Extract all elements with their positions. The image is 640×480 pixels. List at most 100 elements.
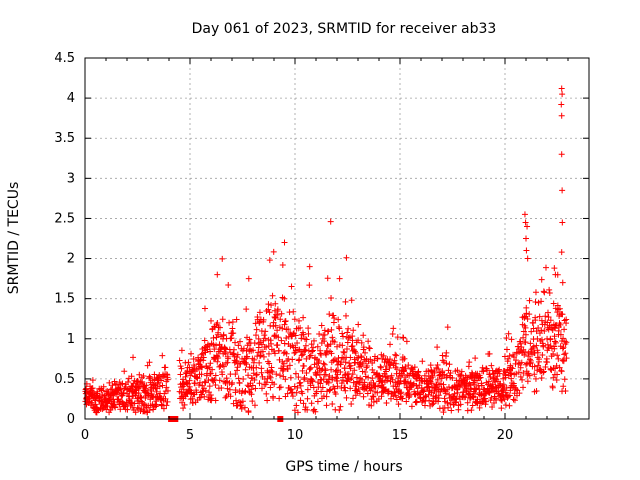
data-point [510, 396, 517, 403]
data-point [160, 405, 167, 412]
data-point [539, 351, 546, 358]
data-point [374, 355, 381, 362]
data-point [355, 385, 362, 392]
data-point [399, 395, 406, 402]
data-point [365, 338, 372, 345]
data-point [501, 368, 508, 375]
data-point [553, 376, 560, 383]
data-point [531, 363, 538, 370]
data-point [540, 368, 547, 375]
data-point [136, 371, 143, 378]
data-point [244, 353, 251, 360]
data-point [444, 399, 451, 406]
data-point [561, 351, 568, 358]
y-tick-label: 2.5 [54, 211, 75, 226]
data-point [508, 370, 515, 377]
data-point [509, 365, 516, 372]
data-point [542, 264, 549, 271]
data-point [350, 327, 357, 334]
data-point [425, 383, 432, 390]
data-point [297, 382, 304, 389]
data-point [325, 328, 332, 335]
data-point [538, 336, 545, 343]
data-point [426, 397, 433, 404]
data-point [100, 383, 107, 390]
data-point [348, 297, 355, 304]
data-point [281, 239, 288, 246]
data-point [393, 352, 400, 359]
data-point [498, 405, 505, 412]
data-point [489, 404, 496, 411]
data-point [307, 382, 314, 389]
data-point [212, 372, 219, 379]
data-point [392, 360, 399, 367]
data-point [243, 361, 250, 368]
data-point [516, 390, 523, 397]
data-point [237, 338, 244, 345]
axis-ticks: 0 0.5 1 1.5 2 2.5 3 3.5 4 4.5 0 5 10 15 20 [54, 51, 589, 443]
data-point [348, 400, 355, 407]
data-point [558, 101, 565, 108]
data-point [478, 400, 485, 407]
data-point [221, 345, 228, 352]
data-point [243, 306, 250, 313]
data-point [434, 361, 441, 368]
data-point [324, 341, 331, 348]
data-point [89, 385, 96, 392]
data-point [370, 393, 377, 400]
y-tick-label: 1 [67, 332, 75, 347]
data-point [212, 381, 219, 388]
data-point [307, 364, 314, 371]
data-point [176, 357, 183, 364]
data-point [308, 400, 315, 407]
data-point [342, 298, 349, 305]
data-point [256, 353, 263, 360]
data-point [328, 366, 335, 373]
data-point [316, 331, 323, 338]
data-point [524, 378, 531, 385]
y-tick-label: 0 [67, 412, 75, 427]
data-point [486, 388, 493, 395]
data-point [395, 401, 402, 408]
data-point [349, 337, 356, 344]
data-point [318, 351, 325, 358]
data-point [242, 359, 249, 366]
data-point [232, 386, 239, 393]
data-point [255, 335, 262, 342]
data-point [523, 310, 530, 317]
data-point [153, 388, 160, 395]
data-point [201, 337, 208, 344]
data-point [260, 353, 267, 360]
data-point [521, 211, 528, 218]
data-point [323, 351, 330, 358]
data-point [378, 377, 385, 384]
data-point [241, 404, 248, 411]
data-point [391, 389, 398, 396]
y-tick-label: 3.5 [54, 131, 75, 146]
data-point [391, 357, 398, 364]
data-point [291, 316, 298, 323]
data-point [202, 349, 209, 356]
data-point [284, 390, 291, 397]
data-point [180, 405, 187, 412]
data-point [120, 390, 127, 397]
x-tick-label: 15 [392, 428, 409, 443]
data-point [386, 365, 393, 372]
data-point [240, 376, 247, 383]
data-point [345, 325, 352, 332]
data-point [392, 351, 399, 358]
data-point [558, 368, 565, 375]
data-point [269, 369, 276, 376]
data-point [299, 351, 306, 358]
data-point [323, 388, 330, 395]
data-point [413, 399, 420, 406]
data-point [274, 311, 281, 318]
data-point [526, 372, 533, 379]
data-point [238, 402, 245, 409]
data-point [214, 271, 221, 278]
data-point [163, 402, 170, 409]
data-point [506, 392, 513, 399]
data-point [538, 327, 545, 334]
data-point [305, 330, 312, 337]
data-point [296, 380, 303, 387]
